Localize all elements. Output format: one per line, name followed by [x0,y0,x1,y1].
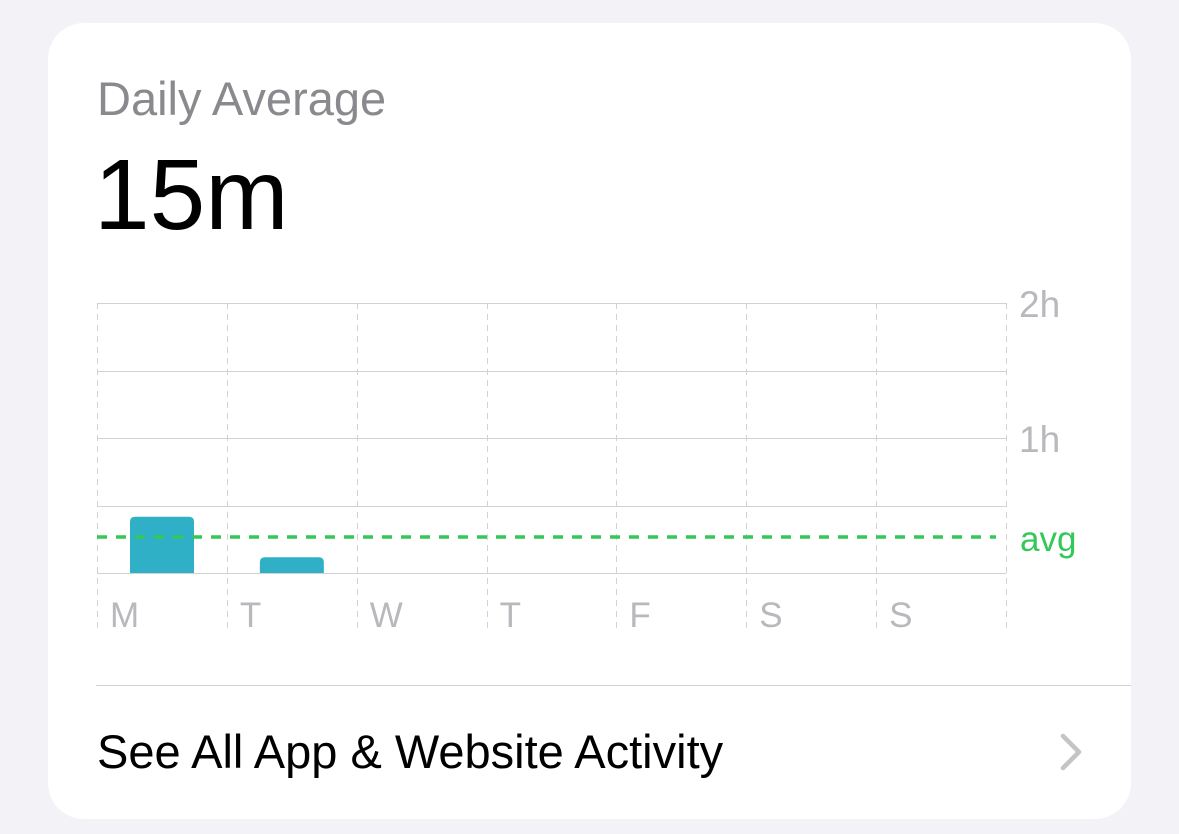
chevron-right-icon [1060,733,1082,771]
y-tick-label: 1h [1019,419,1060,460]
y-tick-label: 2h [1019,284,1060,325]
x-tick-label: T [240,596,261,635]
divider [96,685,1131,686]
x-tick-label: S [759,596,782,635]
bar-1 [259,557,324,573]
x-tick-label: M [110,596,139,635]
x-tick-label: T [500,596,521,635]
usage-bar-chart: avg 2h 1h M T W T F S S [97,284,1076,635]
daily-average-card: Daily Average 15m avg 2h 1h M T W T F S S See All… [48,23,1131,819]
x-tick-label: S [889,596,912,635]
average-label: avg [1020,520,1076,559]
bar-0 [130,516,194,573]
daily-average-value: 15m [94,139,289,251]
x-tick-label: F [629,596,650,635]
x-tick-label: W [370,596,403,635]
see-all-activity-button[interactable]: See All App & Website Activity [48,686,1131,819]
see-all-activity-label: See All App & Website Activity [97,725,724,778]
daily-average-label: Daily Average [97,72,387,125]
